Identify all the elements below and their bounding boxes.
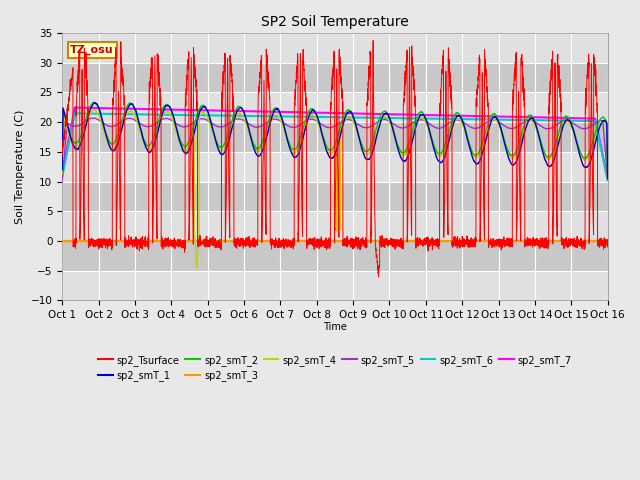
sp2_Tsurface — [488, 240, 496, 246]
sp2_Tsurface — [428, 240, 435, 246]
sp2_smT_7 — [58, 171, 66, 177]
sp2_smT_4 — [90, 107, 97, 112]
sp2_smT_2 — [315, 118, 323, 124]
sp2_smT_4 — [428, 136, 435, 142]
Bar — [62, 92, 608, 122]
sp2_smT_6 — [315, 114, 323, 120]
sp2_smT_2 — [458, 114, 465, 120]
sp2_smT_1 — [604, 137, 611, 143]
sp2_smT_3 — [488, 238, 496, 244]
Text: TZ_osu: TZ_osu — [70, 45, 114, 55]
sp2_Tsurface — [604, 236, 612, 242]
Bar — [62, 152, 608, 181]
sp2_smT_1 — [458, 115, 465, 121]
sp2_smT_3 — [58, 238, 66, 244]
sp2_smT_1 — [315, 118, 323, 123]
sp2_smT_2 — [488, 112, 496, 118]
sp2_smT_1 — [90, 100, 98, 106]
sp2_smT_1 — [156, 119, 164, 124]
sp2_smT_5 — [89, 115, 97, 121]
sp2_smT_4 — [58, 171, 66, 177]
sp2_smT_6 — [156, 112, 164, 118]
sp2_smT_2 — [604, 175, 612, 181]
Bar — [62, 33, 608, 63]
Bar — [62, 63, 608, 92]
sp2_smT_2 — [604, 135, 611, 141]
sp2_smT_3 — [315, 238, 323, 244]
sp2_smT_6 — [427, 116, 435, 121]
sp2_smT_5 — [427, 122, 435, 128]
sp2_smT_6 — [458, 116, 465, 122]
sp2_smT_2 — [58, 168, 66, 174]
Line: sp2_smT_3: sp2_smT_3 — [62, 240, 608, 241]
sp2_smT_6 — [488, 117, 496, 122]
Line: sp2_smT_6: sp2_smT_6 — [62, 113, 608, 180]
sp2_smT_5 — [604, 169, 611, 175]
Bar — [62, 211, 608, 241]
sp2_smT_3 — [156, 238, 164, 244]
sp2_Tsurface — [156, 103, 164, 108]
sp2_Tsurface — [58, 145, 66, 151]
Bar — [62, 241, 608, 271]
sp2_smT_3 — [562, 239, 570, 244]
Bar — [62, 271, 608, 300]
Line: sp2_smT_5: sp2_smT_5 — [62, 118, 608, 181]
sp2_Tsurface — [369, 37, 377, 43]
Bar — [62, 181, 608, 211]
sp2_smT_7 — [604, 176, 612, 182]
sp2_Tsurface — [315, 240, 323, 246]
sp2_smT_7 — [604, 173, 611, 179]
sp2_smT_5 — [156, 117, 164, 123]
Line: sp2_Tsurface: sp2_Tsurface — [62, 40, 608, 277]
sp2_smT_5 — [315, 119, 323, 125]
sp2_smT_5 — [58, 178, 66, 184]
sp2_smT_5 — [604, 177, 612, 182]
sp2_smT_7 — [315, 110, 323, 116]
sp2_smT_2 — [427, 133, 435, 139]
sp2_smT_7 — [156, 107, 164, 112]
Line: sp2_smT_7: sp2_smT_7 — [62, 108, 608, 179]
sp2_smT_3 — [604, 238, 611, 244]
sp2_smT_7 — [458, 113, 465, 119]
sp2_smT_6 — [71, 110, 79, 116]
sp2_smT_1 — [427, 134, 435, 140]
Y-axis label: Soil Temperature (C): Soil Temperature (C) — [15, 109, 25, 224]
sp2_smT_5 — [488, 117, 496, 123]
sp2_Tsurface — [604, 239, 611, 245]
sp2_smT_1 — [488, 116, 496, 122]
sp2_smT_3 — [427, 238, 435, 244]
sp2_smT_6 — [604, 178, 612, 183]
sp2_smT_5 — [458, 118, 465, 124]
sp2_smT_2 — [90, 99, 98, 105]
sp2_smT_4 — [488, 118, 496, 123]
Title: SP2 Soil Temperature: SP2 Soil Temperature — [261, 15, 409, 29]
Legend: sp2_Tsurface, sp2_smT_1, sp2_smT_2, sp2_smT_3, sp2_smT_4, sp2_smT_5, sp2_smT_6, : sp2_Tsurface, sp2_smT_1, sp2_smT_2, sp2_… — [95, 351, 575, 385]
sp2_smT_4 — [315, 123, 323, 129]
sp2_smT_3 — [457, 238, 465, 244]
sp2_smT_2 — [156, 112, 164, 118]
sp2_Tsurface — [458, 243, 465, 249]
Line: sp2_smT_1: sp2_smT_1 — [62, 103, 608, 179]
sp2_smT_1 — [604, 176, 612, 182]
sp2_smT_4 — [156, 120, 164, 126]
sp2_smT_7 — [71, 105, 79, 110]
Line: sp2_smT_2: sp2_smT_2 — [62, 102, 608, 178]
Bar — [62, 122, 608, 152]
sp2_Tsurface — [375, 274, 383, 280]
sp2_smT_1 — [58, 167, 66, 172]
sp2_smT_6 — [58, 174, 66, 180]
sp2_smT_3 — [477, 238, 485, 243]
sp2_smT_4 — [458, 119, 465, 125]
sp2_smT_4 — [604, 146, 611, 152]
sp2_smT_7 — [427, 112, 435, 118]
sp2_smT_4 — [604, 178, 612, 183]
Line: sp2_smT_4: sp2_smT_4 — [62, 109, 608, 268]
X-axis label: Time: Time — [323, 322, 347, 332]
sp2_smT_7 — [488, 113, 496, 119]
sp2_smT_3 — [604, 238, 612, 244]
sp2_smT_6 — [604, 175, 611, 180]
sp2_smT_4 — [193, 265, 200, 271]
